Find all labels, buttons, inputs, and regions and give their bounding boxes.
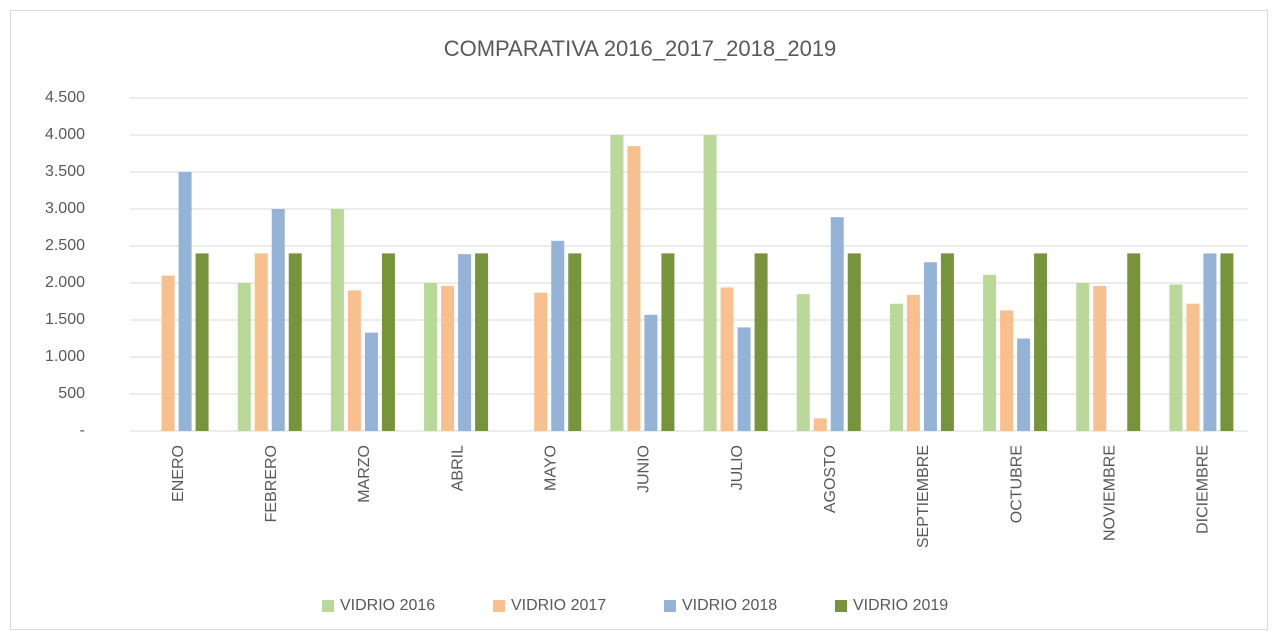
bar bbox=[983, 274, 997, 431]
legend-swatch bbox=[664, 600, 676, 612]
bar bbox=[627, 146, 641, 431]
x-tick-label: JUNIO bbox=[636, 445, 653, 493]
bar bbox=[1169, 284, 1183, 431]
bar bbox=[1034, 253, 1048, 431]
bar bbox=[703, 135, 717, 431]
x-tick-label: AGOSTO bbox=[822, 445, 839, 513]
y-tick-label: 1.000 bbox=[45, 348, 85, 365]
x-tick-label: SEPTIEMBRE bbox=[915, 445, 932, 548]
bar bbox=[830, 217, 844, 431]
bar bbox=[1093, 285, 1107, 431]
bar bbox=[568, 253, 582, 431]
bar bbox=[195, 253, 209, 431]
bar bbox=[288, 253, 302, 431]
y-tick-label: 500 bbox=[58, 385, 85, 402]
legend-label: VIDRIO 2019 bbox=[853, 597, 948, 614]
bar bbox=[381, 253, 395, 431]
bar bbox=[347, 290, 361, 431]
legend-label: VIDRIO 2017 bbox=[511, 597, 606, 614]
bar bbox=[475, 253, 489, 431]
x-tick-label: FEBRERO bbox=[263, 445, 280, 522]
bar bbox=[1186, 303, 1200, 431]
bar bbox=[737, 327, 751, 431]
bar bbox=[1017, 338, 1031, 431]
bar bbox=[330, 209, 344, 431]
bar bbox=[1203, 253, 1217, 431]
bar bbox=[441, 285, 455, 431]
bar bbox=[237, 283, 251, 431]
x-tick-label: NOVIEMBRE bbox=[1101, 445, 1118, 541]
bar bbox=[1220, 253, 1234, 431]
x-tick-label: OCTUBRE bbox=[1008, 445, 1025, 523]
bar bbox=[534, 292, 548, 431]
bar bbox=[720, 287, 734, 431]
y-tick-label: 3.000 bbox=[45, 200, 85, 217]
bar bbox=[1000, 310, 1014, 431]
y-tick-label: 2.000 bbox=[45, 274, 85, 291]
y-tick-label: 2.500 bbox=[45, 237, 85, 254]
y-tick-label: - bbox=[80, 422, 85, 439]
legend-swatch bbox=[835, 600, 847, 612]
legend-swatch bbox=[493, 600, 505, 612]
bar bbox=[1127, 253, 1141, 431]
bar bbox=[940, 253, 954, 431]
chart-title: COMPARATIVA 2016_2017_2018_2019 bbox=[444, 36, 837, 61]
bar bbox=[661, 253, 675, 431]
bar bbox=[1076, 283, 1090, 431]
x-tick-label: ENERO bbox=[170, 445, 187, 502]
bar bbox=[161, 275, 175, 431]
bar bbox=[754, 253, 768, 431]
bar bbox=[610, 135, 624, 431]
y-tick-label: 4.000 bbox=[45, 126, 85, 143]
x-tick-label: MAYO bbox=[542, 445, 559, 491]
legend-label: VIDRIO 2018 bbox=[682, 597, 777, 614]
x-tick-label: JULIO bbox=[729, 445, 746, 490]
bar bbox=[847, 253, 861, 431]
bar bbox=[551, 240, 565, 431]
y-tick-label: 4.500 bbox=[45, 89, 85, 106]
bar bbox=[424, 283, 438, 431]
bar bbox=[364, 332, 378, 431]
x-tick-label: ABRIL bbox=[449, 445, 466, 491]
y-tick-label: 3.500 bbox=[45, 163, 85, 180]
bar bbox=[644, 314, 658, 431]
bar bbox=[254, 253, 268, 431]
bar bbox=[923, 262, 937, 431]
bar bbox=[458, 254, 472, 431]
x-tick-label: MARZO bbox=[356, 445, 373, 503]
bar bbox=[889, 303, 903, 431]
x-tick-label: DICIEMBRE bbox=[1195, 445, 1212, 534]
bar bbox=[271, 209, 285, 431]
bar bbox=[813, 418, 827, 431]
legend-label: VIDRIO 2016 bbox=[340, 597, 435, 614]
bar bbox=[178, 172, 192, 431]
bar bbox=[796, 294, 810, 431]
bar bbox=[906, 294, 920, 431]
y-tick-label: 1.500 bbox=[45, 311, 85, 328]
legend-swatch bbox=[322, 600, 334, 612]
